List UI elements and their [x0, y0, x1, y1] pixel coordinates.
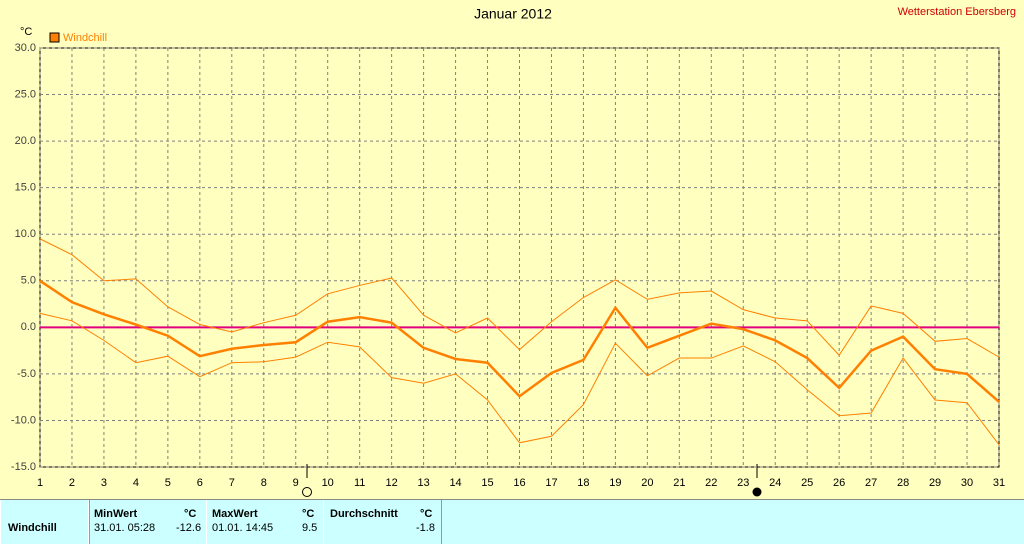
y-tick-label: -10.0	[11, 414, 36, 426]
x-tick-label: 5	[165, 477, 171, 489]
col-header: MaxWert	[212, 508, 258, 520]
row-label: Windchill	[8, 522, 57, 534]
x-tick-label: 19	[609, 477, 621, 489]
y-tick-label: 30.0	[15, 42, 36, 54]
x-tick-label: 17	[545, 477, 557, 489]
col-value: -12.6	[176, 522, 202, 534]
moon-icon	[302, 487, 312, 497]
x-tick-label: 30	[961, 477, 973, 489]
x-tick-label: 13	[417, 477, 429, 489]
x-tick-label: 3	[101, 477, 107, 489]
legend-swatch	[49, 32, 60, 43]
x-tick-label: 12	[386, 477, 398, 489]
x-tick-label: 8	[261, 477, 267, 489]
x-tick-label: 22	[705, 477, 717, 489]
station-name: Wetterstation Ebersberg	[898, 6, 1016, 18]
y-tick-label: 25.0	[15, 88, 36, 100]
col-unit: °C	[420, 508, 433, 520]
x-tick-label: 1	[37, 477, 43, 489]
x-tick-label: 7	[229, 477, 235, 489]
y-tick-label: 10.0	[15, 228, 36, 240]
moon-icon	[752, 487, 762, 497]
table-col	[0, 500, 90, 544]
col-time: 31.01. 05:28	[94, 522, 156, 534]
y-tick-label: -15.0	[11, 461, 36, 473]
col-header: Durchschnitt	[330, 508, 398, 520]
x-tick-label: 21	[673, 477, 685, 489]
y-tick-label: 5.0	[21, 275, 36, 287]
x-tick-label: 24	[769, 477, 781, 489]
chart-title: Januar 2012	[474, 6, 552, 22]
x-tick-label: 14	[449, 477, 461, 489]
x-tick-label: 6	[197, 477, 203, 489]
x-tick-label: 15	[481, 477, 493, 489]
y-tick-label: 15.0	[15, 182, 36, 194]
x-tick-label: 23	[737, 477, 749, 489]
x-tick-label: 9	[293, 477, 299, 489]
chart: Januar 2012 Wetterstation Ebersberg °C -…	[11, 6, 1016, 497]
x-tick-label: 28	[897, 477, 909, 489]
x-tick-label: 27	[865, 477, 877, 489]
series-line	[39, 312, 1000, 445]
col-unit: °C	[184, 508, 197, 520]
series-line	[39, 279, 1000, 403]
series-line	[39, 238, 1000, 358]
x-tick-label: 16	[513, 477, 525, 489]
x-tick-label: 26	[833, 477, 845, 489]
x-tick-label: 25	[801, 477, 813, 489]
x-tick-label: 10	[322, 477, 334, 489]
y-axis-label: °C	[20, 26, 32, 38]
y-tick-label: 20.0	[15, 135, 36, 147]
col-time: 01.01. 14:45	[212, 522, 274, 534]
y-tick-label: -5.0	[17, 368, 36, 380]
col-value: -1.8	[416, 522, 435, 534]
col-header: MinWert	[94, 508, 138, 520]
x-tick-label: 31	[993, 477, 1005, 489]
x-tick-label: 20	[641, 477, 653, 489]
table-col	[323, 500, 442, 544]
x-tick-label: 18	[577, 477, 589, 489]
col-unit: °C	[302, 508, 315, 520]
x-tick-label: 4	[133, 477, 139, 489]
x-tick-label: 2	[69, 477, 75, 489]
col-value: 9.5	[302, 522, 318, 534]
stats-table: Windchill MinWert °C 31.01. 05:28 -12.6 …	[0, 499, 1024, 544]
x-tick-label: 11	[354, 477, 365, 489]
x-tick-label: 29	[929, 477, 941, 489]
y-tick-label: 0.0	[21, 321, 36, 333]
legend-label: Windchill	[63, 32, 107, 44]
